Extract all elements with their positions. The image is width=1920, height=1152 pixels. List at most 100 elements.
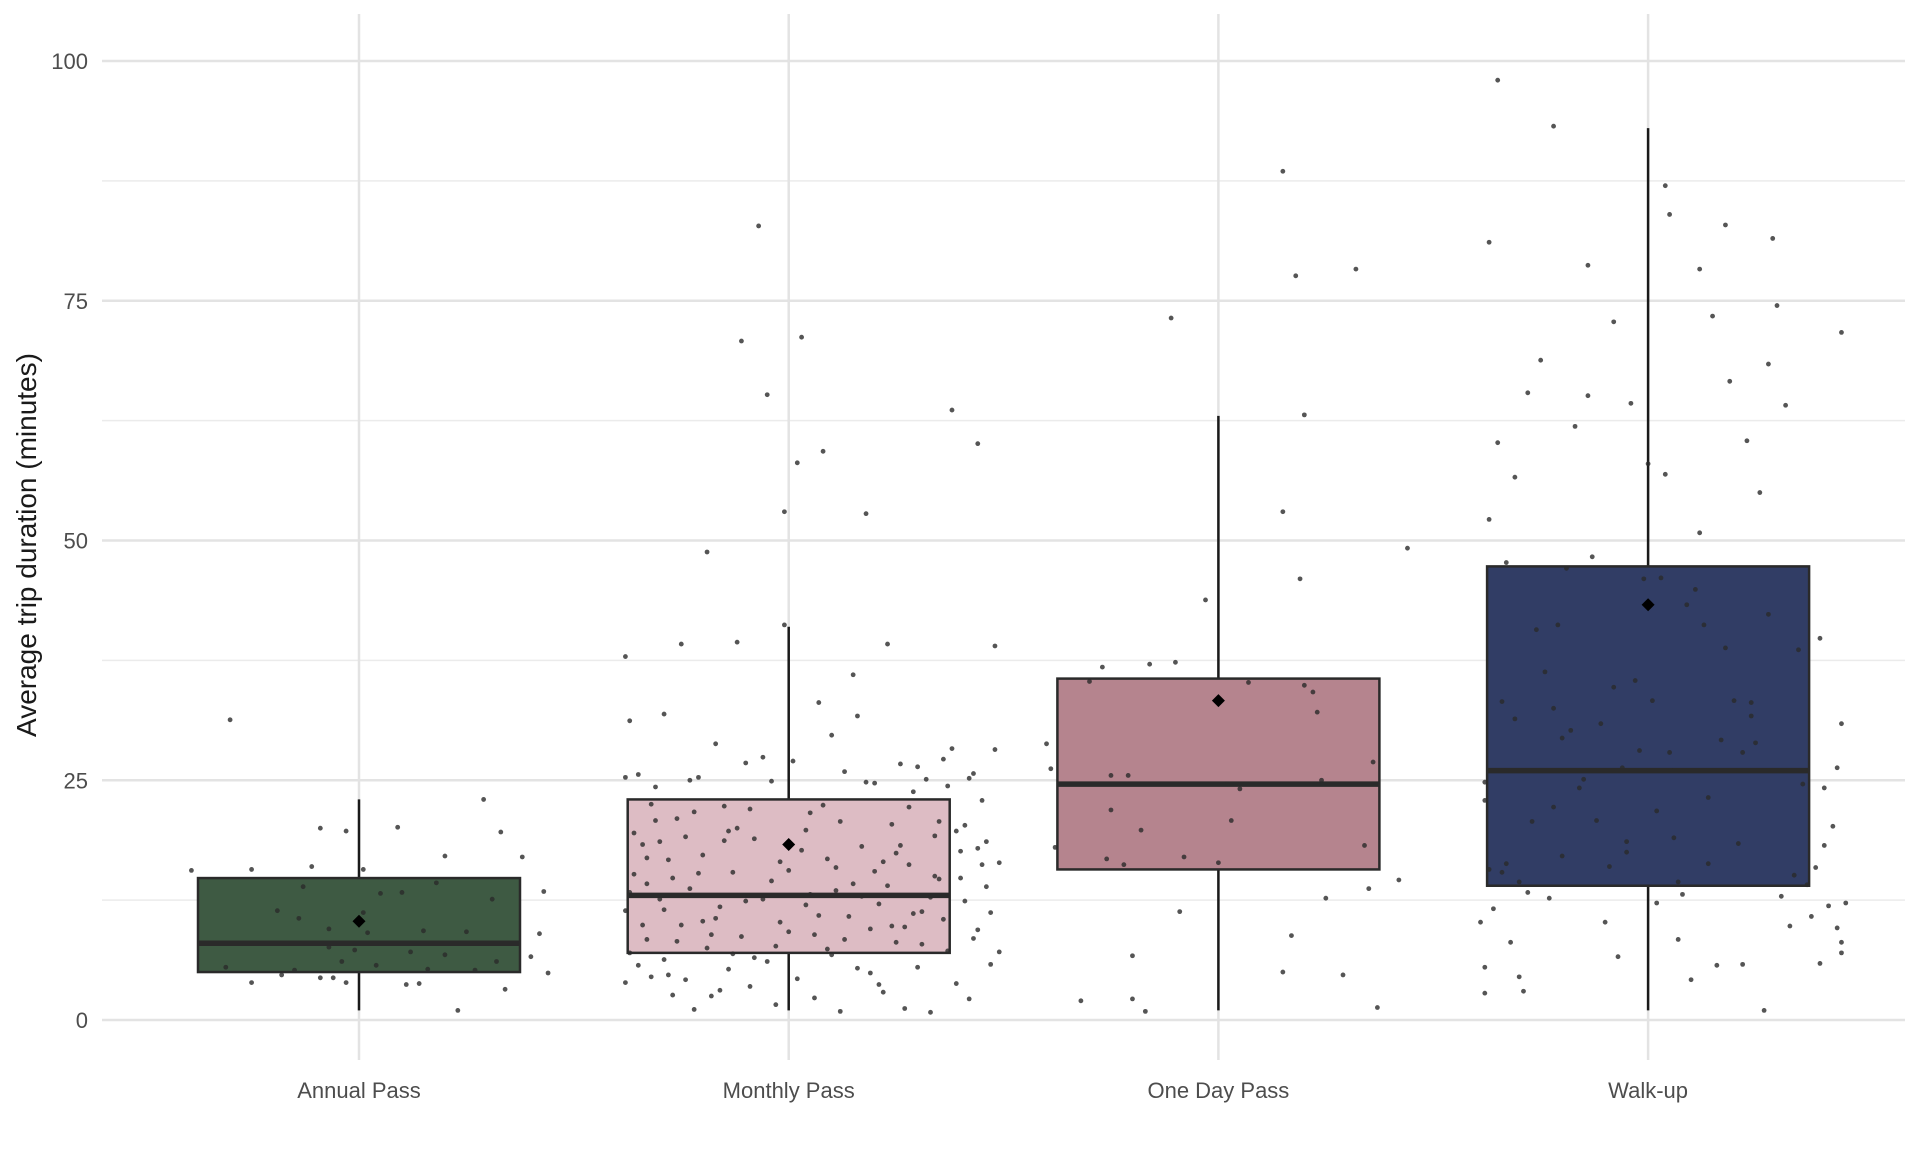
data-point [1839,950,1844,956]
data-point [1628,400,1634,406]
data-point [721,803,727,809]
data-point [708,993,714,999]
data-point [1482,797,1488,803]
data-point [807,891,813,897]
data-point [1533,627,1539,633]
data-point [1839,939,1844,945]
data-point [1280,969,1286,975]
data-point [541,889,547,894]
data-point [1817,961,1823,966]
data-point [1714,962,1720,968]
data-point [764,392,770,398]
data-point [644,881,650,887]
data-point [979,862,985,868]
data-point [1804,882,1810,888]
data-point [1740,961,1746,967]
data-point [803,827,809,833]
data-point [919,941,925,947]
data-point [958,848,963,854]
data-point [863,779,869,785]
data-point [1370,759,1376,765]
box-body [1485,565,1811,887]
data-point [1688,977,1694,983]
data-point [627,890,633,895]
y-axis-title: Average trip duration (minutes) [11,353,42,737]
data-point [687,777,693,783]
data-point [842,769,847,775]
data-point [1512,716,1518,722]
data-point [717,987,723,993]
data-point [739,338,744,344]
data-point [1104,856,1110,862]
data-point [859,893,865,899]
data-point [292,967,297,973]
data-point [782,622,787,628]
data-point [1366,886,1372,892]
data-point [296,915,302,921]
data-point [1495,440,1501,446]
data-point [932,833,938,839]
data-point [1821,843,1827,848]
mean-marker [1211,694,1225,708]
data-point [1576,785,1582,791]
data-point [644,937,650,942]
data-point [640,842,646,847]
data-point [696,774,701,780]
data-point [958,875,963,881]
data-point [1168,315,1174,321]
data-point [189,867,194,873]
data-point [1619,765,1625,771]
x-tick-label: Monthly Pass [723,1078,855,1103]
data-point [1138,827,1144,833]
data-point [988,961,994,967]
data-point [1791,872,1797,878]
data-point [1611,319,1617,325]
data-point [1125,773,1131,778]
data-point [747,806,753,812]
mean-markers [352,598,1655,928]
data-point [1538,357,1544,363]
data-point [700,918,706,924]
data-point [1757,490,1763,495]
data-point [1821,785,1827,791]
data-point [979,797,985,803]
data-point [1705,861,1711,867]
data-point [421,928,426,934]
y-tick-label: 50 [64,529,88,554]
data-point [1374,1005,1380,1010]
data-point [1297,576,1303,582]
data-point [816,700,822,705]
data-point [756,223,762,229]
data-point [919,909,925,915]
data-point [1744,438,1750,444]
data-point [1748,700,1754,705]
data-point [945,783,951,789]
data-point [537,931,542,937]
data-point [1813,865,1819,870]
data-point [317,975,323,981]
data-point [687,886,693,892]
data-point [906,804,912,810]
data-point [885,641,890,647]
data-point [1280,168,1286,174]
data-point [1551,705,1556,711]
data-point [249,980,254,985]
data-point [833,888,839,893]
data-point [657,839,663,845]
data-point [1495,77,1501,83]
data-point [842,937,847,942]
data-point [975,845,981,851]
data-point [1237,786,1243,792]
data-point [1748,713,1754,719]
data-point [442,853,448,859]
data-point [837,819,843,824]
data-point [644,855,650,861]
data-point [966,996,972,1002]
data-point [846,914,852,919]
data-point [1362,843,1367,848]
data-point [1839,721,1844,727]
data-point [1826,903,1831,909]
data-point [1654,900,1660,906]
data-point [378,891,383,896]
